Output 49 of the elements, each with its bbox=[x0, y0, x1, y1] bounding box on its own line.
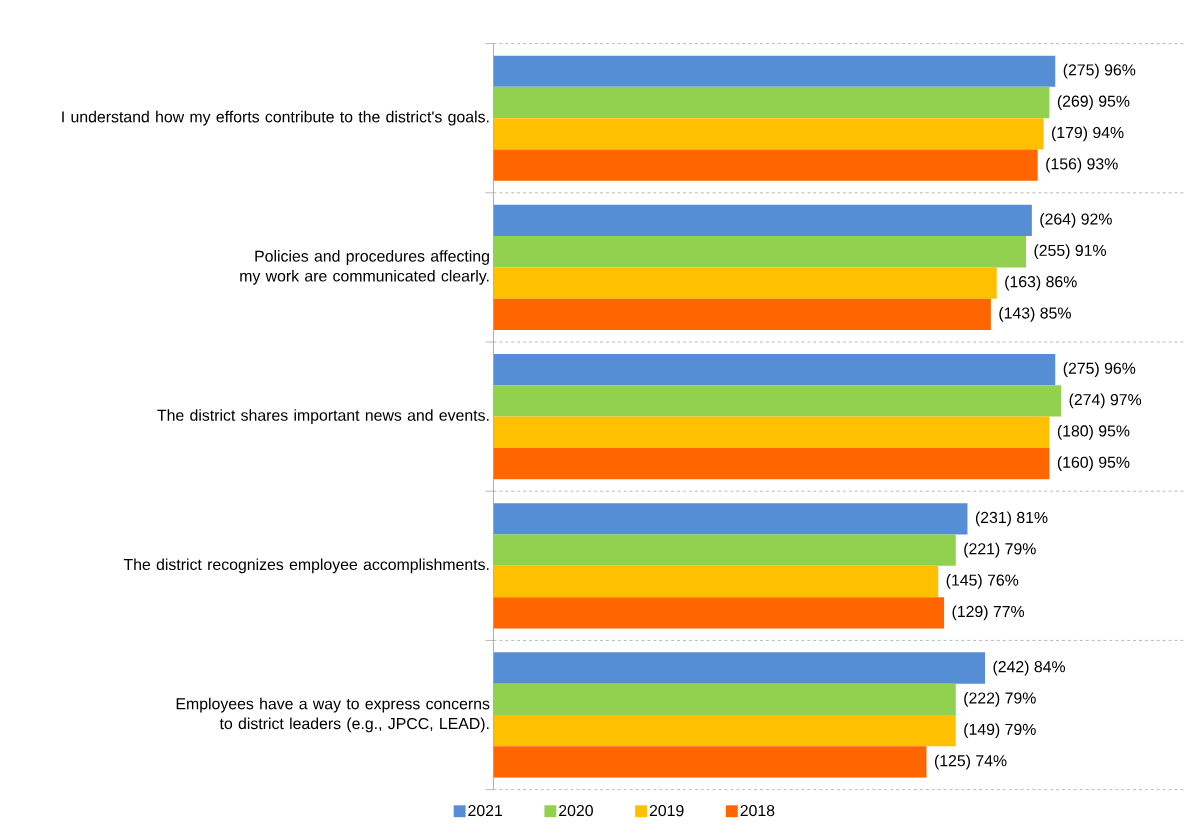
data-label: (125) 74% bbox=[934, 754, 1007, 770]
bar bbox=[493, 416, 1050, 448]
bar bbox=[493, 683, 956, 715]
bar bbox=[493, 267, 997, 299]
data-label: (143) 85% bbox=[999, 306, 1071, 322]
bar bbox=[493, 534, 956, 566]
y-tick-label: Policies and procedures affecting my work are communicated clearly. bbox=[240, 250, 489, 285]
legend-label: 2019 bbox=[649, 804, 684, 817]
bar bbox=[493, 118, 1044, 150]
bar bbox=[493, 714, 956, 747]
bar bbox=[493, 503, 968, 535]
bar bbox=[493, 55, 1056, 87]
data-label: (269) 95% bbox=[1057, 95, 1130, 110]
y-tick-label: The district recognizes employee accomplishments. bbox=[123, 558, 489, 574]
data-label: (156) 93% bbox=[1046, 157, 1118, 173]
bar bbox=[493, 298, 991, 330]
data-label: (221) 79% bbox=[964, 542, 1036, 558]
data-label: (231) 81% bbox=[975, 511, 1048, 527]
bar bbox=[493, 597, 945, 629]
y-tick-label: Employees have a way to express concerns to district leaders (e.g., JPCC, LEAD). bbox=[176, 697, 490, 733]
legend-label: 2020 bbox=[559, 804, 593, 817]
data-label: (163) 86% bbox=[1005, 275, 1077, 291]
bar bbox=[493, 353, 1056, 386]
data-label: (222) 79% bbox=[964, 691, 1036, 707]
data-label: (274) 97% bbox=[1069, 393, 1142, 409]
legend-label: 2021 bbox=[468, 804, 503, 817]
data-label: (179) 94% bbox=[1052, 126, 1124, 142]
bar bbox=[493, 204, 1032, 236]
data-label: (264) 92% bbox=[1040, 212, 1112, 228]
bar bbox=[493, 385, 1062, 417]
data-label: (160) 95% bbox=[1057, 456, 1130, 471]
data-label: (242) 84% bbox=[993, 660, 1066, 676]
bar bbox=[493, 652, 986, 684]
bar bbox=[493, 86, 1050, 119]
data-label: (180) 95% bbox=[1057, 424, 1130, 440]
data-label: (145) 76% bbox=[946, 574, 1019, 589]
bar bbox=[493, 235, 1027, 268]
data-label: (149) 79% bbox=[964, 723, 1036, 738]
bar bbox=[493, 746, 927, 778]
bar bbox=[493, 447, 1050, 480]
y-tick-label: The district shares important news and events. bbox=[157, 409, 489, 424]
data-label: (275) 96% bbox=[1063, 63, 1136, 79]
data-label: (129) 77% bbox=[952, 605, 1025, 621]
data-label: (255) 91% bbox=[1034, 244, 1107, 260]
bar bbox=[493, 149, 1038, 181]
legend-label: 2018 bbox=[740, 804, 775, 817]
data-label: (275) 96% bbox=[1063, 362, 1136, 377]
bar bbox=[493, 565, 939, 598]
y-tick-label: I understand how my efforts contribute to the district's goals. bbox=[62, 110, 489, 126]
